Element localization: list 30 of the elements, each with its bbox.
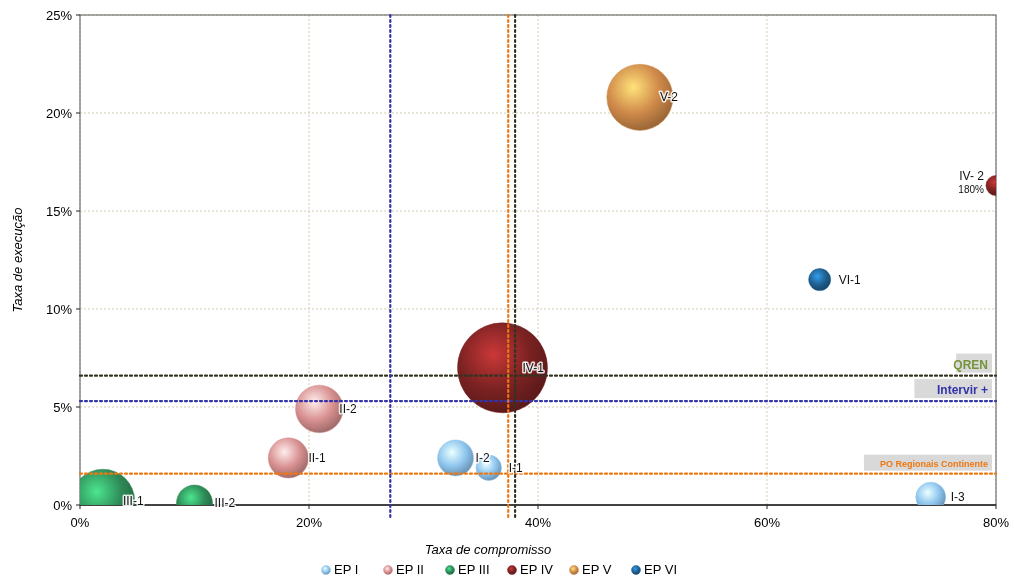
annotation: IV- 2 <box>959 168 985 183</box>
y-tick-label: 5% <box>53 400 73 415</box>
legend-label: EP V <box>582 562 612 577</box>
legend-label: EP II <box>396 562 424 577</box>
ref-line-label: QREN <box>953 357 988 372</box>
ref-line-label: PO Regionais Continente <box>879 458 988 469</box>
annotation: I-2 <box>475 450 490 465</box>
x-axis-title: Taxa de compromisso <box>424 542 552 557</box>
y-tick-label: 10% <box>45 302 73 317</box>
y-tick-label: 20% <box>45 106 73 121</box>
x-tick-label: 0% <box>70 515 90 530</box>
legend-label: EP I <box>334 562 359 577</box>
annotation: I-3 <box>950 490 966 505</box>
x-tick-label: 40% <box>524 515 552 530</box>
y-axis-title: Taxa de execução <box>10 207 25 313</box>
annotation: VI-1 <box>838 272 862 287</box>
y-tick-label: 25% <box>45 8 73 23</box>
y-tick-label: 15% <box>45 204 73 219</box>
annotation: II-1 <box>308 450 327 465</box>
annotation: I-1 <box>508 460 524 475</box>
legend-label: EP III <box>458 562 490 577</box>
x-tick-label: 60% <box>753 515 781 530</box>
ref-line-label: Intervir + <box>936 383 988 398</box>
legend-label: EP IV <box>520 562 554 577</box>
annotation: IV-1 <box>522 360 545 375</box>
x-tick-label: 80% <box>982 515 1010 530</box>
legend-label: EP VI <box>644 562 678 577</box>
x-tick-label: 20% <box>295 515 323 530</box>
y-tick-label: 0% <box>53 498 73 513</box>
annotation: 180% <box>958 183 985 195</box>
